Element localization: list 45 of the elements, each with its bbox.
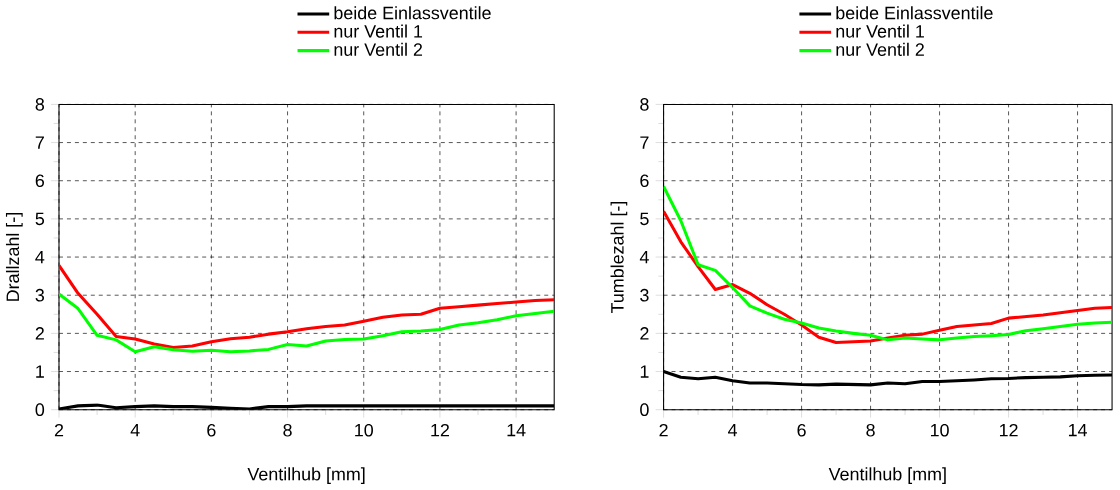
y-tick-label: 7: [640, 136, 649, 149]
x-axis-title: Ventilhub [mm]: [828, 467, 946, 484]
y-tick-label: 1: [36, 365, 44, 378]
y-tick-label: 1: [640, 365, 649, 378]
line-series: [58, 292, 555, 354]
x-tick-label: 14: [507, 423, 526, 437]
x-axis-title: Ventilhub [mm]: [247, 467, 365, 484]
x-tick-label: 10: [355, 423, 373, 437]
legend-label: nur Ventil 2: [836, 42, 924, 56]
legend-label: nur Ventil 1: [334, 24, 423, 38]
y-tick-label: 6: [35, 174, 45, 187]
y-tick-label: 5: [35, 212, 45, 226]
y-tick-label: 4: [639, 250, 649, 264]
y-tick-label: 8: [640, 97, 649, 111]
y-tick-label: 5: [640, 212, 649, 226]
legend-label: nur Ventil 2: [334, 42, 423, 56]
x-tick-label: 8: [283, 423, 292, 437]
x-tick-label: 2: [54, 423, 64, 437]
x-tick-label: 10: [930, 423, 949, 437]
x-tick-label: 6: [797, 423, 806, 437]
line-series: [58, 263, 555, 349]
y-tick-label: 0: [35, 403, 45, 416]
legend-label: nur Ventil 1: [836, 24, 924, 38]
x-tick-label: 4: [130, 423, 140, 437]
y-tick-label: 2: [640, 327, 649, 340]
x-tick-label: 8: [866, 423, 875, 437]
legend-label: beide Einlassventile: [836, 6, 993, 20]
y-axis-title: Drallzahl [-]: [5, 212, 23, 301]
y-tick-label: 6: [640, 174, 649, 187]
x-tick-label: 6: [207, 423, 216, 437]
x-tick-label: 12: [431, 423, 449, 437]
y-tick-label: 8: [35, 97, 45, 111]
y-tick-label: 4: [35, 250, 45, 264]
x-tick-label: 4: [728, 423, 738, 437]
y-tick-label: 2: [35, 327, 44, 340]
x-tick-label: 14: [1068, 423, 1087, 437]
y-tick-label: 3: [640, 288, 649, 302]
line-series: [663, 184, 1113, 342]
y-tick-label: 0: [640, 403, 649, 416]
y-axis-title: Tumblezahl [-]: [610, 201, 628, 313]
y-tick-label: 3: [35, 288, 45, 302]
legend-label: beide Einlassventile: [334, 6, 491, 20]
y-tick-label: 7: [35, 136, 44, 149]
x-tick-label: 2: [659, 423, 668, 437]
x-tick-label: 12: [999, 423, 1018, 437]
